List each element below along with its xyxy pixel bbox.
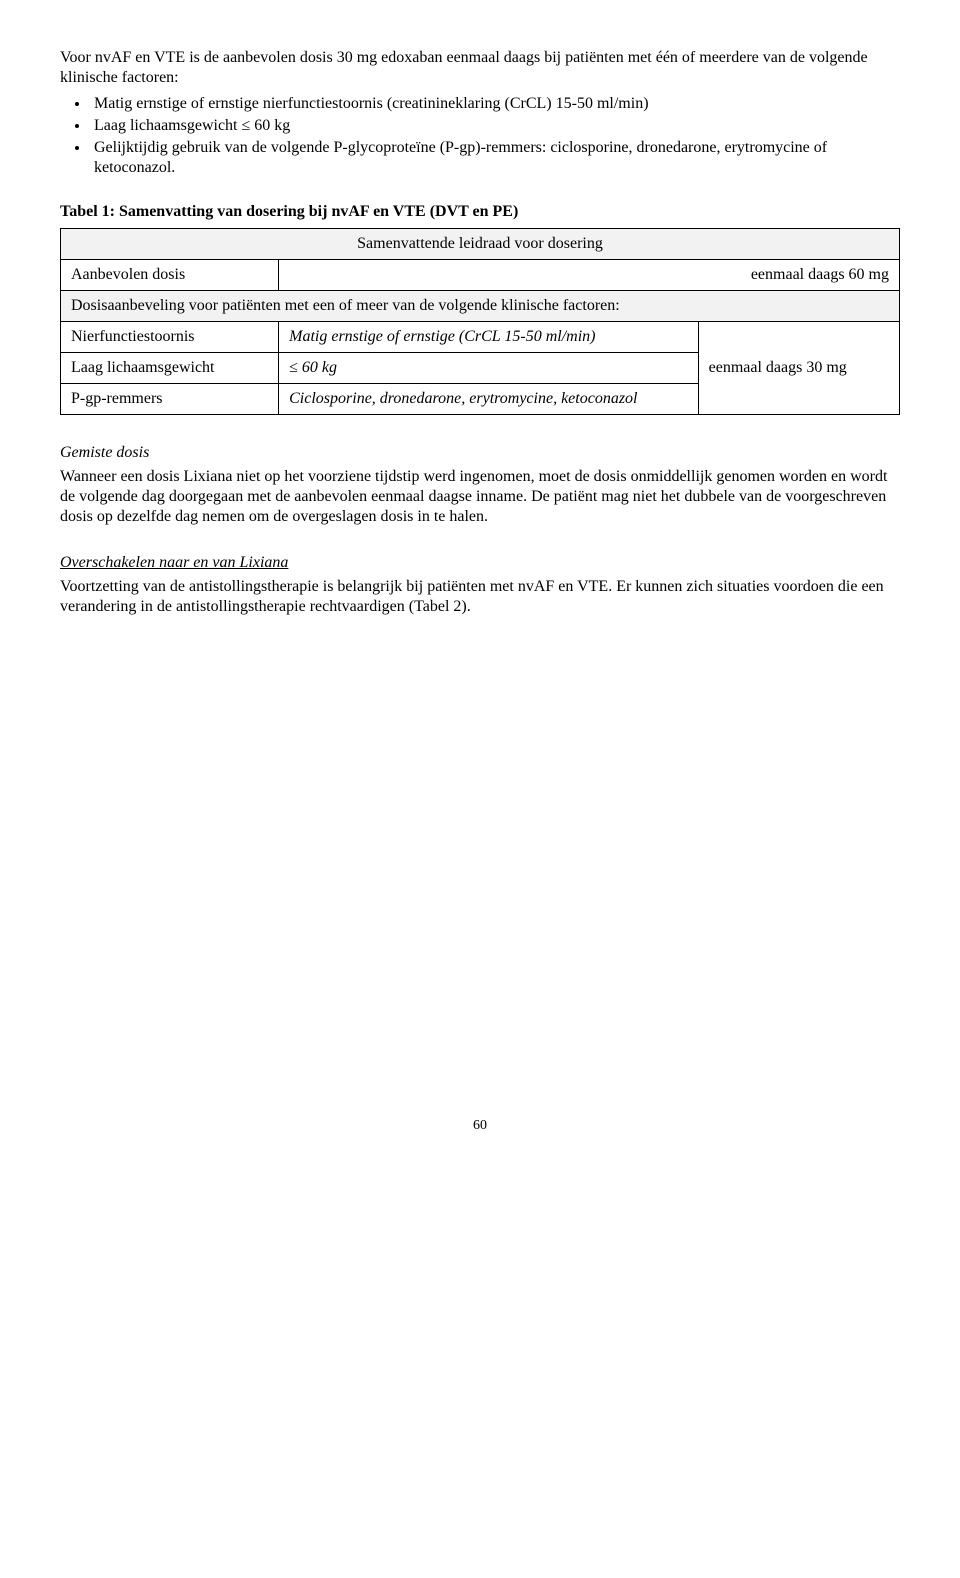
factor-label: P-gp-remmers bbox=[61, 384, 279, 415]
list-item: Laag lichaamsgewicht ≤ 60 kg bbox=[90, 116, 900, 136]
table1-title: Tabel 1: Samenvatting van dosering bij n… bbox=[60, 202, 900, 222]
list-item: Matig ernstige of ernstige nierfunctiest… bbox=[90, 94, 900, 114]
factor-detail: Ciclosporine, dronedarone, erytromycine,… bbox=[279, 384, 699, 415]
intro-bullets: Matig ernstige of ernstige nierfunctiest… bbox=[60, 94, 900, 178]
list-item: Gelijktijdig gebruik van de volgende P-g… bbox=[90, 138, 900, 178]
table1-subheader: Dosisaanbeveling voor patiënten met een … bbox=[61, 291, 900, 322]
factor-label: Laag lichaamsgewicht bbox=[61, 353, 279, 384]
factor-label: Nierfunctiestoornis bbox=[61, 322, 279, 353]
page-number: 60 bbox=[60, 1117, 900, 1135]
intro-paragraph: Voor nvAF en VTE is de aanbevolen dosis … bbox=[60, 48, 900, 88]
factor-detail: Matig ernstige of ernstige (CrCL 15-50 m… bbox=[279, 322, 699, 353]
missed-dose-paragraph: Wanneer een dosis Lixiana niet op het vo… bbox=[60, 467, 900, 527]
missed-dose-heading: Gemiste dosis bbox=[60, 443, 900, 463]
dosing-table: Samenvattende leidraad voor dosering Aan… bbox=[60, 228, 900, 415]
recommended-dose-label: Aanbevolen dosis bbox=[61, 260, 279, 291]
factor-detail: ≤ 60 kg bbox=[279, 353, 699, 384]
switch-paragraph: Voortzetting van de antistollingstherapi… bbox=[60, 577, 900, 617]
table1-header: Samenvattende leidraad voor dosering bbox=[61, 229, 900, 260]
switch-heading: Overschakelen naar en van Lixiana bbox=[60, 553, 900, 573]
recommended-dose-value: eenmaal daags 60 mg bbox=[279, 260, 900, 291]
reduced-dose-value: eenmaal daags 30 mg bbox=[698, 322, 899, 415]
